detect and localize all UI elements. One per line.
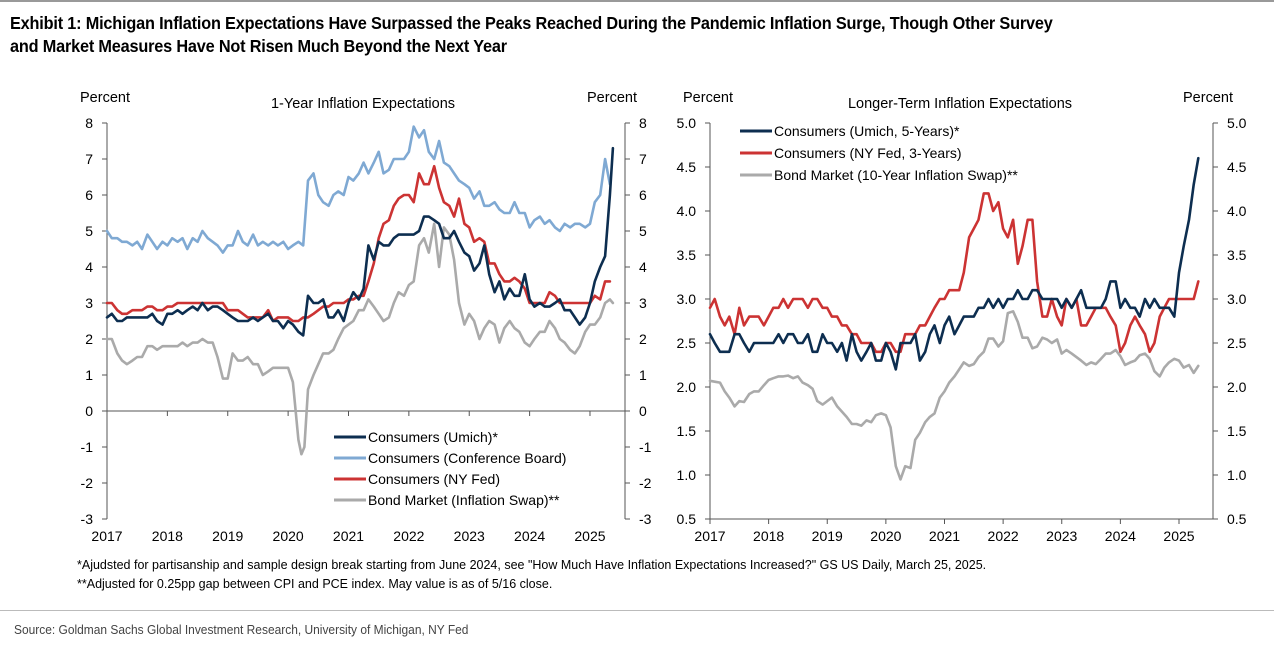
y-tick-label-right: 5.0 [1227,115,1247,131]
y-tick-label-left: 5.0 [677,115,697,131]
x-tick-label: 2024 [514,528,545,544]
y-tick-label-right: 3 [639,295,647,311]
x-tick-label: 2019 [812,528,843,544]
y-tick-label-left: -2 [81,475,94,491]
legend-label: Consumers (Umich, 5-Years)* [774,123,960,139]
x-tick-label: 2024 [1105,528,1136,544]
y-tick-label-left: 3 [85,295,93,311]
source-line: Source: Goldman Sachs Global Investment … [14,622,469,637]
y-tick-label-right: -1 [639,439,652,455]
x-tick-label: 2020 [870,528,901,544]
x-tick-label: 2017 [91,528,122,544]
chart-title: Longer-Term Inflation Expectations [848,96,1072,112]
y-unit-label-left: Percent [683,90,733,106]
exhibit-title-line-1: Exhibit 1: Michigan Inflation Expectatio… [10,13,1053,33]
y-tick-label-left: 3.5 [677,247,697,263]
y-tick-label-right: -2 [639,475,652,491]
legend-label: Consumers (NY Fed) [368,471,500,487]
y-tick-label-left: 2.0 [677,379,697,395]
y-tick-label-right: 2.5 [1227,335,1247,351]
x-tick-label: 2018 [152,528,183,544]
y-unit-label-left: Percent [80,90,130,106]
y-tick-label-left: 8 [85,115,93,131]
footnote-2: **Adjusted for 0.25pp gap between CPI an… [77,577,553,591]
y-tick-label-left: 0 [85,403,93,419]
series-line-consumers-umich [105,146,615,337]
y-tick-label-right: -3 [639,511,652,527]
x-tick-label: 2023 [1046,528,1077,544]
y-tick-label-right: 2.0 [1227,379,1247,395]
chart-1: 1-Year Inflation Expectations Percent Perc… [80,90,652,544]
y-tick-label-left: 5 [85,223,93,239]
x-tick-label: 2017 [694,528,725,544]
series-line-consumers-ny-fed-3-years [708,192,1200,354]
y-tick-label-right: 4 [639,259,647,275]
bottom-rule [0,610,1274,611]
y-unit-label-right: Percent [1183,90,1233,106]
y-tick-label-right: 4.5 [1227,159,1247,175]
y-tick-label-right: 4.0 [1227,203,1247,219]
series-line-bond-market-10-year-inflation-swap [708,309,1200,481]
y-tick-label-right: 7 [639,151,647,167]
y-tick-label-left: 2.5 [677,335,697,351]
y-tick-label-left: -3 [81,511,94,527]
y-tick-label-left: 4.5 [677,159,697,175]
footnotes: *Ajudsted for partisanship and sample de… [77,556,986,594]
x-tick-label: 2025 [1163,528,1194,544]
y-tick-label-right: 3.0 [1227,291,1247,307]
x-tick-label: 2023 [454,528,485,544]
x-tick-label: 2025 [574,528,605,544]
y-tick-label-right: 6 [639,187,647,203]
y-tick-label-left: 6 [85,187,93,203]
legend: Consumers (Umich)* Consumers (Conference … [334,429,566,508]
y-tick-label-right: 5 [639,223,647,239]
legend: Consumers (Umich, 5-Years)* Consumers (NY… [740,123,1018,183]
x-tick-label: 2018 [753,528,784,544]
x-tick-label: 2020 [273,528,304,544]
x-tick-label: 2019 [212,528,243,544]
top-rule [0,0,1274,2]
y-tick-label-right: 1 [639,367,647,383]
y-tick-label-right: 1.0 [1227,467,1247,483]
x-tick-label: 2021 [333,528,364,544]
y-tick-label-left: 7 [85,151,93,167]
y-tick-label-right: 2 [639,331,647,347]
legend-label: Consumers (NY Fed, 3-Years) [774,145,962,161]
y-tick-label-left: 1 [85,367,93,383]
y-tick-label-right: 8 [639,115,647,131]
y-unit-label-right: Percent [587,90,637,106]
y-tick-label-left: 1.0 [677,467,697,483]
x-tick-label: 2021 [929,528,960,544]
footnote-1: *Ajudsted for partisanship and sample de… [77,558,987,572]
series-line-bond-market-inflation-swap [105,222,615,456]
y-tick-label-left: -1 [81,439,94,455]
legend-label: Consumers (Umich)* [368,429,498,445]
legend-label: Consumers (Conference Board) [368,450,566,466]
x-tick-label: 2022 [988,528,1019,544]
y-tick-label-left: 0.5 [677,511,697,527]
chart-title: 1-Year Inflation Expectations [271,96,455,112]
y-tick-label-left: 3.0 [677,291,697,307]
y-tick-label-right: 0.5 [1227,511,1247,527]
x-tick-label: 2022 [393,528,424,544]
y-tick-label-left: 4 [85,259,93,275]
y-tick-label-left: 4.0 [677,203,697,219]
exhibit-title: Exhibit 1: Michigan Inflation Expectatio… [10,12,1182,58]
chart-2: Longer-Term Inflation Expectations Percen… [677,90,1247,544]
y-tick-label-right: 3.5 [1227,247,1247,263]
y-tick-label-right: 0 [639,403,647,419]
legend-label: Bond Market (Inflation Swap)** [368,492,560,508]
y-tick-label-left: 2 [85,331,93,347]
series-line-consumers-conference-board [105,125,612,254]
legend-label: Bond Market (10-Year Inflation Swap)** [774,167,1018,183]
series-line-consumers-ny-fed [105,164,612,323]
y-tick-label-left: 1.5 [677,423,697,439]
exhibit-title-line-2: and Market Measures Have Not Risen Much … [10,36,507,56]
series-line-consumers-umich-5-years [708,156,1200,371]
y-tick-label-right: 1.5 [1227,423,1247,439]
